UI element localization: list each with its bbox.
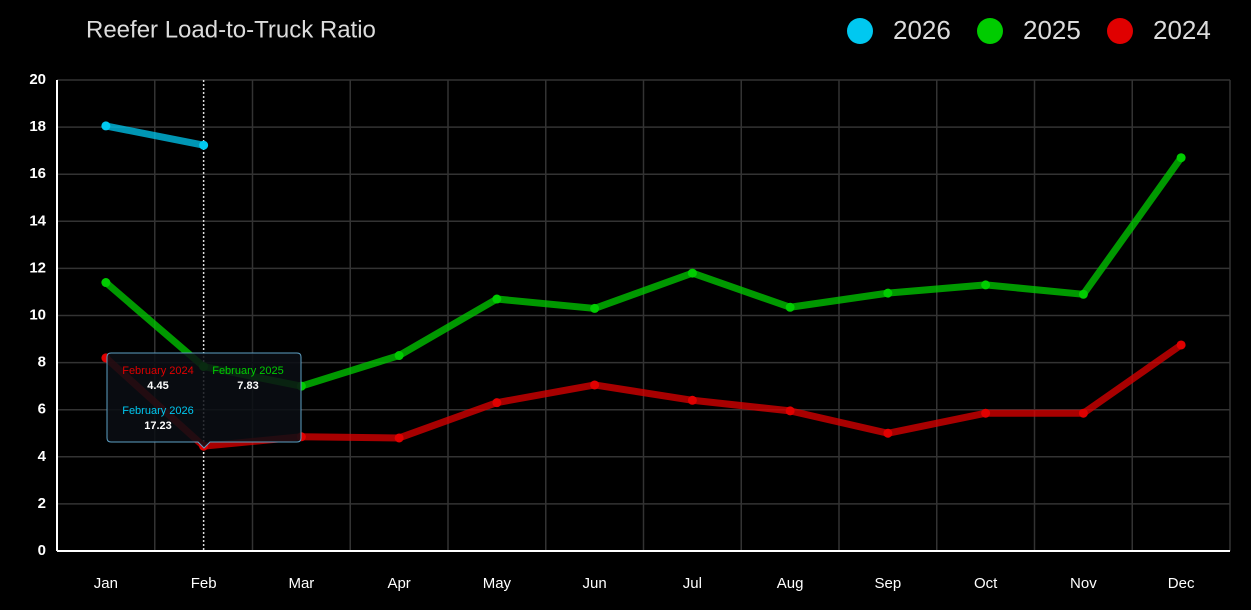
y-tick-label: 16 [29,165,46,182]
point [394,351,404,361]
y-tick-label: 10 [29,306,46,323]
x-tick-label: Jun [583,575,607,592]
point [981,280,991,290]
point [883,428,893,438]
y-tick-label: 6 [38,401,46,418]
x-tick-label: Sep [875,575,902,592]
point [785,302,795,312]
y-tick-label: 4 [38,448,47,465]
point [590,303,600,313]
x-tick-label: Jul [683,575,702,592]
point [687,395,697,405]
x-tick-label: Apr [387,575,410,592]
point [590,380,600,390]
point [492,294,502,304]
x-tick-label: Aug [777,575,804,592]
y-tick-label: 2 [38,495,46,512]
legend-label: 2026 [893,15,951,45]
tooltip-label: February 2026 [122,405,194,417]
y-tick-label: 20 [29,71,46,88]
x-tick-label: Dec [1168,575,1195,592]
point [785,406,795,416]
y-tick-label: 0 [38,542,46,559]
point [1176,340,1186,350]
tooltip-value: 17.23 [144,420,172,432]
series-line [102,122,208,149]
tooltip-label: February 2024 [122,365,194,377]
y-tick-label: 12 [29,259,46,276]
x-tick-label: Mar [288,575,314,592]
x-tick-label: May [483,575,512,592]
y-tick-label: 8 [38,354,46,371]
point [981,408,991,418]
point [101,121,111,131]
legend-swatch [1107,18,1133,44]
point [199,140,209,150]
legend-swatch [847,18,873,44]
legend-swatch [977,18,1003,44]
point [687,268,697,278]
chart-title: Reefer Load-to-Truck Ratio [86,16,376,43]
point [394,433,404,443]
point [1078,289,1088,299]
point [101,278,111,288]
point [1078,408,1088,418]
tooltip: February 2024 4.45 February 2025 7.83 Februa… [106,352,302,449]
tooltip-label: February 2025 [212,365,284,377]
legend-label: 2025 [1023,15,1081,45]
y-tick-label: 14 [29,212,46,229]
y-tick-label: 18 [29,118,46,135]
tooltip-value: 7.83 [237,380,258,392]
x-tick-label: Jan [94,575,118,592]
point [492,398,502,408]
x-tick-label: Nov [1070,575,1097,592]
tooltip-box [106,352,302,449]
x-tick-label: Oct [974,575,998,592]
legend-label: 2024 [1153,15,1211,45]
point [1176,153,1186,163]
x-tick-label: Feb [191,575,217,592]
tooltip-value: 4.45 [147,380,168,392]
point [883,288,893,298]
